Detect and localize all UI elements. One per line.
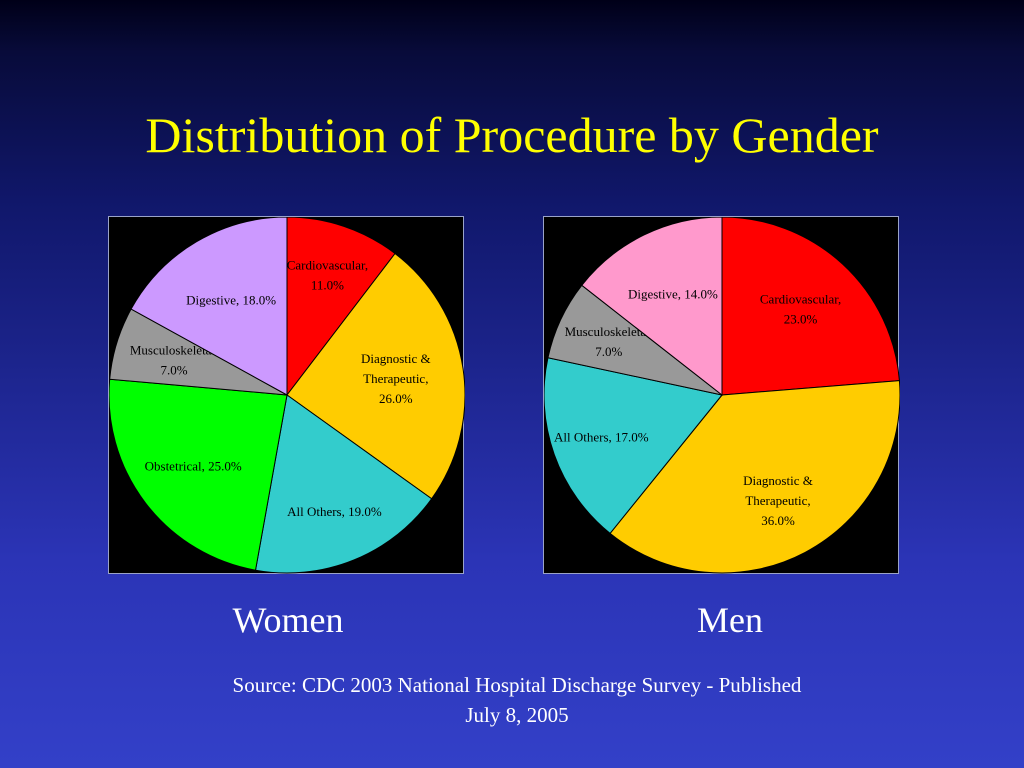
- men-slice-diagnostic: [609, 380, 900, 574]
- women-slice-diagnostic: [286, 252, 465, 500]
- women-pie-chart: Cardiovascular, 11.0% Diagnostic & Therapeu…: [108, 216, 465, 574]
- women-slice-obstetrical: [109, 378, 288, 571]
- women-label-digestive: Digestive, 18.0%: [186, 292, 276, 307]
- men-label-all-others: All Others, 17.0%: [554, 430, 649, 445]
- source-line-1: Source: CDC 2003 National Hospital Disch…: [232, 673, 802, 697]
- men-slice-cardiovascular: [721, 217, 900, 396]
- women-caption: Women: [232, 600, 344, 640]
- women-slice-cardiovascular: [286, 217, 396, 397]
- women-label-diagnostic: Diagnostic & Therapeutic, 26.0%: [361, 351, 431, 406]
- women-pie-svg: Cardiovascular, 11.0% Diagnostic & Therapeu…: [109, 217, 465, 574]
- men-pie-chart: Cardiovascular, 23.0% Diagnostic & Therapeu…: [543, 216, 900, 574]
- source-line-2: July 8, 2005: [465, 703, 569, 727]
- source-note: Source: CDC 2003 National Hospital Disch…: [112, 670, 922, 730]
- men-slice-all-others: [544, 357, 723, 535]
- men-slice-digestive: [581, 217, 723, 397]
- men-label-diagnostic: Diagnostic & Therapeutic, 36.0%: [743, 473, 813, 528]
- men-label-digestive: Digestive, 14.0%: [628, 286, 718, 301]
- women-slice-all-others: [254, 394, 433, 574]
- men-label-musculoskeletal: Musculoskeletal, 7.0%: [565, 324, 653, 359]
- women-label-obstetrical: Obstetrical, 25.0%: [145, 459, 242, 474]
- slide-title: Distribution of Procedure by Gender: [145, 107, 879, 163]
- men-label-cardiovascular: Cardiovascular, 23.0%: [760, 292, 841, 327]
- women-label-all-others: All Others, 19.0%: [287, 504, 382, 519]
- women-slice-digestive: [130, 217, 288, 396]
- men-pie-svg: Cardiovascular, 23.0% Diagnostic & Therapeu…: [544, 217, 900, 574]
- women-label-cardiovascular: Cardiovascular, 11.0%: [287, 258, 368, 293]
- women-label-musculoskeletal: Musculoskeletal, 7.0%: [130, 343, 218, 378]
- men-caption: Men: [697, 600, 763, 640]
